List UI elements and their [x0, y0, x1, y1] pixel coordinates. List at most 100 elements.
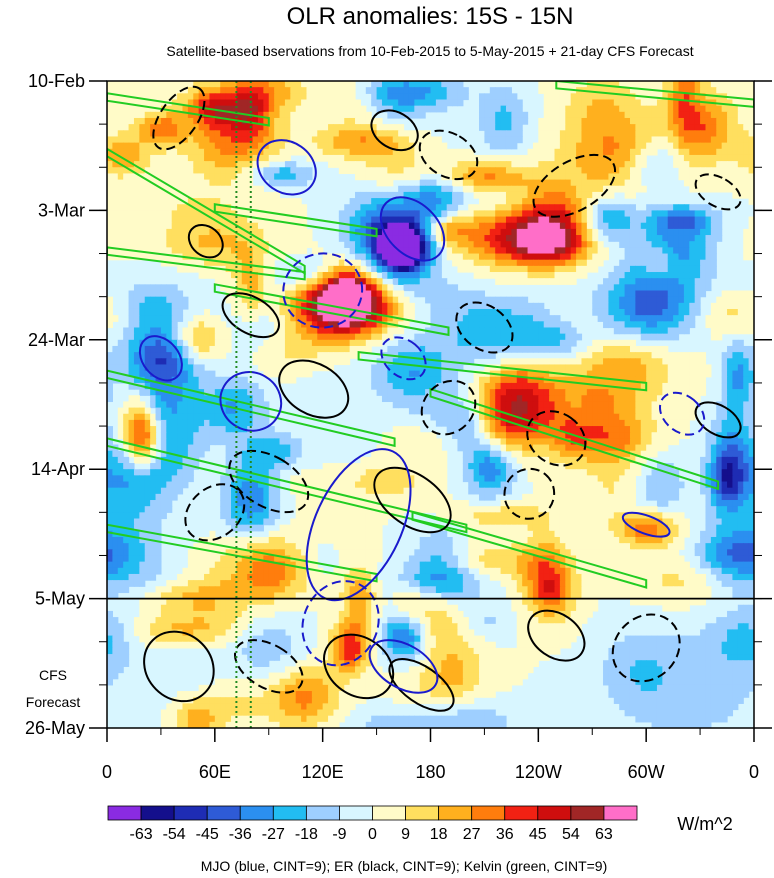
heatmap-cell: [737, 99, 744, 107]
heatmap-cell: [403, 339, 410, 347]
heatmap-cell: [414, 265, 421, 273]
heatmap-cell: [538, 333, 545, 341]
heatmap-cell: [603, 358, 610, 366]
heatmap-cell: [737, 376, 744, 384]
heatmap-cell: [107, 136, 113, 144]
heatmap-cell: [198, 382, 205, 390]
heatmap-cell: [349, 204, 356, 211]
heatmap-cell: [727, 136, 734, 144]
heatmap-cell: [716, 302, 723, 310]
heatmap-cell: [516, 259, 523, 267]
heatmap-cell: [608, 370, 615, 378]
heatmap-cell: [139, 376, 146, 384]
heatmap-cell: [198, 327, 205, 335]
heatmap-cell: [532, 345, 539, 353]
heatmap-cell: [629, 161, 636, 168]
heatmap-cell: [133, 179, 140, 187]
heatmap-cell: [646, 315, 653, 322]
heatmap-cell: [705, 278, 712, 285]
heatmap-cell: [732, 345, 739, 353]
heatmap-cell: [419, 389, 426, 396]
heatmap-cell: [241, 167, 248, 175]
heatmap-cell: [349, 198, 356, 205]
heatmap-cell: [328, 358, 335, 366]
heatmap-cell: [694, 235, 701, 242]
heatmap-cell: [721, 308, 728, 316]
heatmap-cell: [198, 241, 205, 248]
heatmap-cell: [182, 124, 189, 131]
heatmap-cell: [425, 370, 432, 378]
heatmap-cell: [559, 228, 566, 236]
heatmap-cell: [646, 389, 653, 396]
heatmap-cell: [392, 81, 399, 88]
heatmap-cell: [543, 241, 550, 248]
heatmap-cell: [613, 105, 620, 113]
heatmap-cell: [155, 93, 162, 101]
heatmap-cell: [727, 167, 734, 175]
heatmap-cell: [473, 259, 480, 267]
heatmap-cell: [160, 130, 167, 138]
heatmap-cell: [479, 308, 486, 316]
heatmap-cell: [328, 124, 335, 131]
heatmap-cell: [473, 253, 480, 261]
heatmap-cell: [381, 321, 388, 329]
heatmap-cell: [257, 253, 264, 261]
heatmap-cell: [629, 185, 636, 193]
heatmap-cell: [673, 259, 680, 267]
heatmap-cell: [139, 315, 146, 322]
heatmap-cell: [484, 136, 491, 144]
heatmap-cell: [290, 296, 297, 304]
heatmap-cell: [662, 235, 669, 242]
heatmap-cell: [177, 81, 184, 88]
heatmap-cell: [505, 345, 512, 353]
heatmap-cell: [565, 382, 572, 390]
heatmap-cell: [716, 185, 723, 193]
heatmap-cell: [678, 93, 685, 101]
heatmap-cell: [743, 185, 750, 193]
heatmap-cell: [629, 81, 636, 88]
heatmap-cell: [290, 376, 297, 384]
heatmap-cell: [694, 204, 701, 211]
heatmap-cell: [678, 241, 685, 248]
heatmap-cell: [209, 241, 216, 248]
heatmap-cell: [608, 93, 615, 101]
heatmap-cell: [446, 296, 453, 304]
heatmap-cell: [457, 148, 464, 156]
heatmap-cell: [624, 161, 631, 168]
heatmap-cell: [392, 87, 399, 94]
heatmap-cell: [257, 247, 264, 255]
heatmap-cell: [538, 173, 545, 181]
heatmap-cell: [317, 321, 324, 329]
heatmap-cell: [737, 302, 744, 310]
heatmap-cell: [403, 315, 410, 322]
heatmap-cell: [624, 191, 631, 199]
heatmap-cell: [721, 382, 728, 390]
heatmap-cell: [468, 308, 475, 316]
heatmap-cell: [403, 364, 410, 372]
heatmap-cell: [452, 315, 459, 322]
heatmap-cell: [479, 327, 486, 335]
heatmap-cell: [306, 124, 313, 131]
heatmap-cell: [646, 222, 653, 230]
heatmap-cell: [538, 389, 545, 396]
heatmap-cell: [225, 389, 232, 396]
heatmap-cell: [662, 253, 669, 261]
heatmap-cell: [301, 308, 308, 316]
heatmap-cell: [123, 136, 130, 144]
heatmap-cell: [511, 216, 518, 224]
heatmap-cell: [543, 210, 550, 218]
heatmap-cell: [263, 364, 270, 372]
heatmap-cell: [284, 358, 291, 366]
heatmap-cell: [398, 130, 405, 138]
heatmap-cell: [592, 296, 599, 304]
heatmap-cell: [408, 345, 415, 353]
heatmap-cell: [613, 278, 620, 285]
heatmap-cell: [527, 247, 534, 255]
heatmap-cell: [155, 382, 162, 390]
heatmap-cell: [268, 333, 275, 341]
heatmap-cell: [452, 376, 459, 384]
heatmap-cell: [419, 358, 426, 366]
heatmap-cell: [177, 124, 184, 131]
heatmap-cell: [349, 142, 356, 150]
heatmap-cell: [608, 389, 615, 396]
